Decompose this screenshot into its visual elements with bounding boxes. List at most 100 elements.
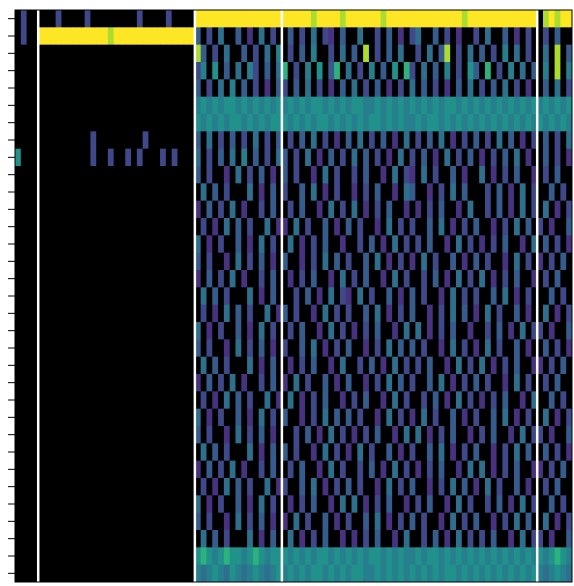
heatmap-cell (119, 44, 126, 63)
heatmap-cell (258, 356, 265, 375)
heatmap-cell (531, 183, 538, 202)
heatmap-cell (223, 166, 231, 184)
heatmap-cell (438, 62, 445, 80)
heatmap-cell (165, 374, 173, 392)
heatmap-cell (165, 443, 173, 462)
heatmap-cell (218, 374, 225, 392)
heatmap-cell (479, 183, 486, 202)
heatmap-cell (136, 322, 144, 340)
heatmap-cell (90, 166, 97, 184)
heatmap-cell (281, 10, 289, 28)
heatmap-cell (241, 114, 248, 132)
heatmap-cell (107, 512, 115, 531)
heatmap-cell (171, 443, 178, 462)
heatmap-cell (403, 166, 411, 184)
heatmap-cell (90, 374, 97, 392)
heatmap-cell (206, 530, 213, 548)
heatmap-cell (496, 270, 503, 288)
heatmap-cell (363, 304, 370, 323)
heatmap-cell (374, 96, 382, 115)
heatmap-cell (299, 79, 306, 98)
heatmap-cell (55, 564, 62, 583)
heatmap-cell (560, 339, 567, 358)
heatmap-cell (241, 564, 248, 583)
heatmap-cell (26, 27, 33, 46)
heatmap-cell (363, 131, 370, 150)
heatmap-cell (189, 44, 196, 63)
heatmap-cell (305, 183, 312, 202)
heatmap-cell (374, 235, 382, 254)
heatmap-cell (194, 62, 202, 80)
heatmap-cell (20, 287, 28, 306)
heatmap-cell (131, 10, 138, 28)
heatmap-cell (386, 270, 393, 288)
heatmap-cell (374, 443, 382, 462)
heatmap-cell (171, 200, 178, 219)
heatmap-cell (287, 547, 294, 566)
heatmap-cell (316, 44, 324, 63)
heatmap-cell (310, 27, 318, 46)
heatmap-cell (241, 495, 248, 514)
heatmap-cell (374, 79, 382, 98)
heatmap-cell (206, 131, 213, 150)
heatmap-cell (287, 287, 294, 306)
heatmap-cell (548, 322, 556, 340)
heatmap-cell (496, 200, 503, 219)
heatmap-cell (542, 183, 550, 202)
heatmap-cell (96, 287, 103, 306)
heatmap-cell (328, 183, 335, 202)
heatmap-cell (380, 304, 387, 323)
heatmap-cell (154, 79, 161, 98)
heatmap-cell (357, 304, 364, 323)
heatmap-cell (276, 478, 283, 496)
heatmap-cell (281, 200, 289, 219)
heatmap-cell (438, 460, 445, 479)
heatmap-cell (281, 426, 289, 444)
heatmap-cell (455, 408, 463, 427)
heatmap-cell (548, 148, 556, 167)
heatmap-cell (455, 443, 463, 462)
heatmap-cell (148, 530, 155, 548)
heatmap-cell (276, 408, 283, 427)
heatmap-cell (508, 218, 515, 236)
heatmap-cell (194, 10, 202, 28)
heatmap-cell (432, 200, 440, 219)
heatmap-cell (368, 356, 376, 375)
heatmap-cell (345, 62, 353, 80)
heatmap-cell (252, 148, 260, 167)
heatmap-cell (218, 530, 225, 548)
heatmap-cell (363, 166, 370, 184)
heatmap-cell (432, 148, 440, 167)
heatmap-cell (397, 252, 405, 271)
heatmap-cell (84, 114, 91, 132)
heatmap-cell (473, 495, 480, 514)
heatmap-cell (357, 252, 364, 271)
heatmap-cell (525, 495, 532, 514)
heatmap-cell (84, 183, 91, 202)
heatmap-cell (531, 218, 538, 236)
heatmap-cell (548, 44, 556, 63)
heatmap-cell (241, 339, 248, 358)
heatmap-cell (351, 10, 358, 28)
heatmap-cell (519, 148, 527, 167)
heatmap-cell (421, 96, 428, 115)
heatmap-cell (49, 27, 57, 46)
heatmap-cell (102, 166, 109, 184)
heatmap-cell (148, 96, 155, 115)
heatmap-cell (247, 287, 254, 306)
heatmap-cell (403, 270, 411, 288)
heatmap-cell (212, 270, 219, 288)
heatmap-cell (125, 339, 132, 358)
heatmap-cell (386, 339, 393, 358)
heatmap-cell (444, 339, 451, 358)
heatmap-cell (432, 183, 440, 202)
heatmap-cell (310, 443, 318, 462)
heatmap-cell (38, 10, 45, 28)
heatmap-cell (264, 131, 271, 150)
heatmap-cell (421, 148, 428, 167)
heatmap-cell (148, 148, 155, 167)
heatmap-cell (554, 252, 561, 271)
heatmap-cell (484, 148, 492, 167)
heatmap-cell (281, 460, 289, 479)
heatmap-cell (84, 322, 91, 340)
